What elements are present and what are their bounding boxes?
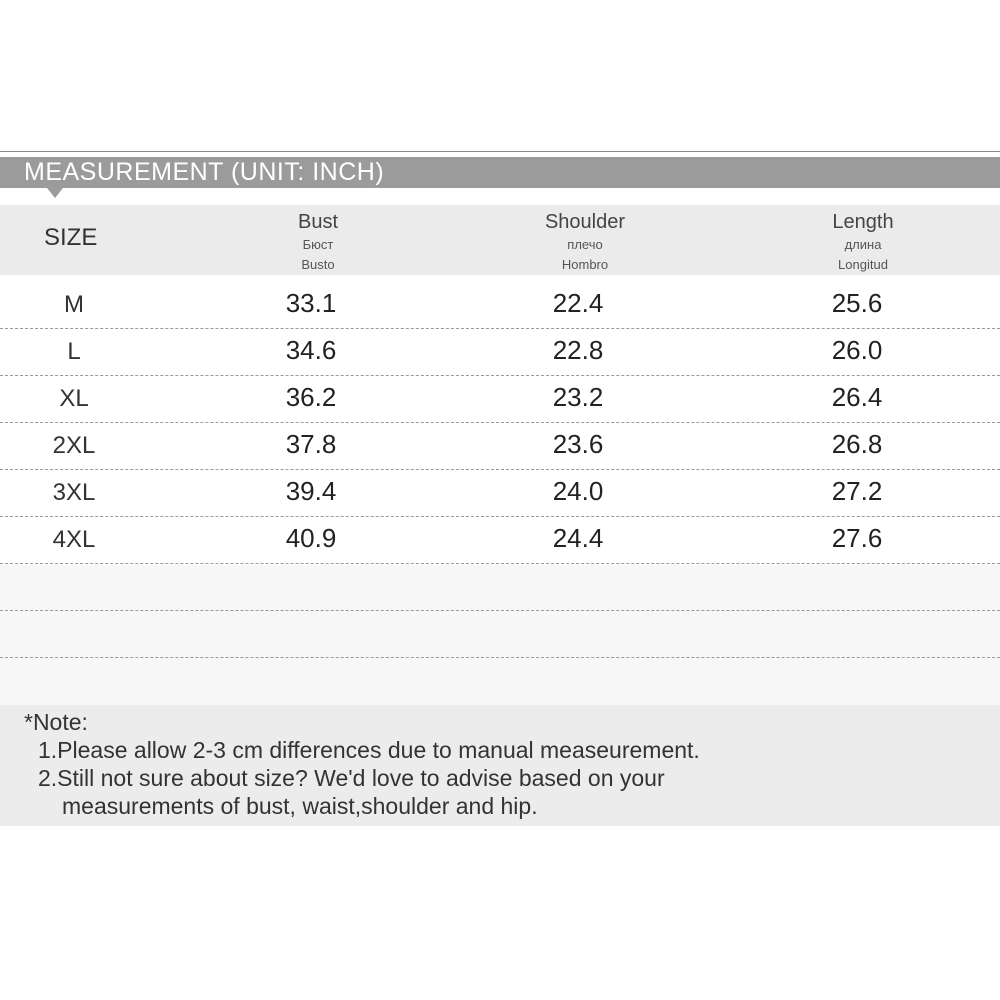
header-row <box>0 205 1000 275</box>
value-cell: 39.4 <box>285 476 337 506</box>
value-cell: 24.4 <box>552 523 604 553</box>
row-separator <box>0 469 1000 470</box>
column-header: Length <box>832 211 894 233</box>
empty-rows <box>0 565 1000 705</box>
value-cell: 36.2 <box>285 382 337 412</box>
value-cell: 27.2 <box>831 476 883 506</box>
size-cell: 2XL <box>52 432 96 459</box>
value-cell: 27.6 <box>831 523 883 553</box>
row-separator <box>0 375 1000 376</box>
column-header: Shoulder <box>544 211 626 233</box>
column-header-ru: Бюст <box>302 237 334 252</box>
value-cell: 24.0 <box>552 476 604 506</box>
column-header-ru: длина <box>844 237 882 252</box>
title-band <box>0 157 1000 188</box>
value-cell: 23.6 <box>552 429 604 459</box>
row-separator <box>0 657 1000 658</box>
row-separator <box>0 422 1000 423</box>
value-cell: 26.8 <box>831 429 883 459</box>
value-cell: 37.8 <box>285 429 337 459</box>
size-cell: M <box>64 291 84 318</box>
value-cell: 22.4 <box>552 288 604 318</box>
note-line: measurements of bust, waist,shoulder and… <box>62 793 538 819</box>
size-cell: 3XL <box>52 479 96 506</box>
pointer <box>47 188 63 198</box>
size-header: SIZE <box>44 224 98 251</box>
note-box <box>0 705 1000 826</box>
row-separator <box>0 516 1000 517</box>
value-cell: 22.8 <box>552 335 604 365</box>
value-cell: 26.0 <box>831 335 883 365</box>
divider <box>0 151 1000 152</box>
size-cell: L <box>67 338 81 365</box>
row-separator <box>0 610 1000 611</box>
column-header-es: Busto <box>301 257 335 272</box>
value-cell: 23.2 <box>552 382 604 412</box>
value-cell: 34.6 <box>285 335 337 365</box>
note-title: *Note: <box>24 709 88 735</box>
value-cell: 26.4 <box>831 382 883 412</box>
value-cell: 40.9 <box>285 523 337 553</box>
note-line: 1.Please allow 2-3 cm differences due to… <box>38 737 700 763</box>
column-header-es: Longitud <box>838 257 888 272</box>
column-header: Bust <box>297 211 339 233</box>
value-cell: 33.1 <box>285 288 337 318</box>
row-separator <box>0 563 1000 564</box>
title: MEASUREMENT (UNIT: INCH) <box>24 158 385 186</box>
column-header-ru: плечо <box>567 237 603 252</box>
value-cell: 25.6 <box>831 288 883 318</box>
column-header-es: Hombro <box>561 257 609 272</box>
note-line: 2.Still not sure about size? We'd love t… <box>38 765 665 791</box>
row-separator <box>0 328 1000 329</box>
size-cell: 4XL <box>52 526 96 553</box>
size-cell: XL <box>59 385 89 412</box>
